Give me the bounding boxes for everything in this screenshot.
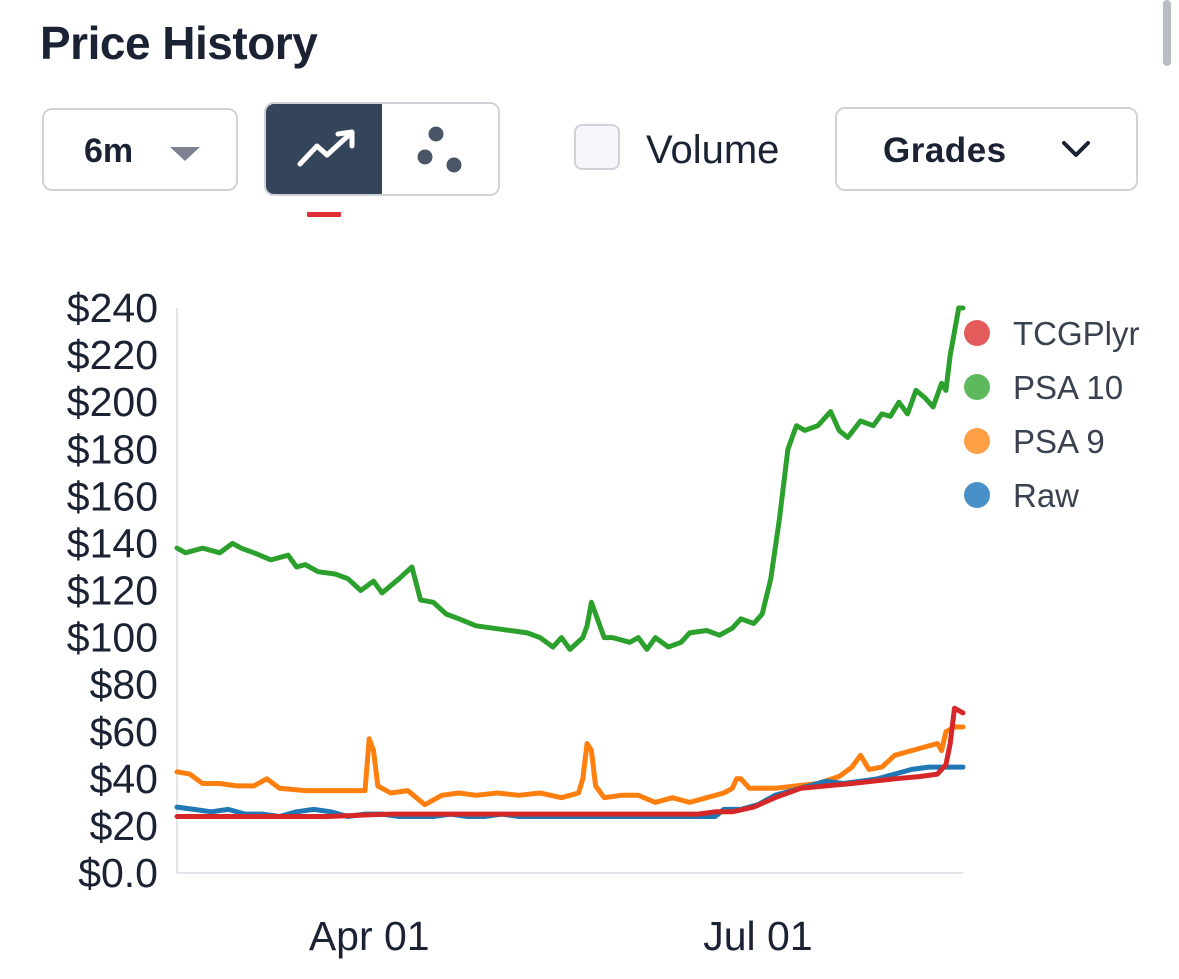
x-tick-label: Jul 01 bbox=[703, 913, 812, 959]
y-tick-label: $20 bbox=[90, 803, 158, 849]
y-tick-label: $60 bbox=[90, 709, 158, 755]
scatter-view-button[interactable] bbox=[382, 104, 498, 194]
y-tick-label: $200 bbox=[67, 379, 158, 425]
caret-down-icon bbox=[170, 147, 200, 161]
y-tick-label: $140 bbox=[67, 520, 158, 566]
active-view-indicator bbox=[307, 212, 341, 217]
grades-label: Grades bbox=[883, 131, 1007, 170]
y-tick-label: $40 bbox=[90, 756, 158, 802]
page-title: Price History bbox=[40, 17, 318, 69]
y-tick-label: $0.0 bbox=[78, 850, 158, 896]
y-tick-label: $240 bbox=[67, 285, 158, 331]
series-line-psa-9 bbox=[174, 724, 966, 808]
x-tick-label: Apr 01 bbox=[309, 913, 430, 959]
time-range-dropdown[interactable]: 6m bbox=[42, 108, 238, 191]
series-line-psa-10 bbox=[174, 305, 966, 652]
y-tick-label: $220 bbox=[67, 332, 158, 378]
page-scrollbar[interactable] bbox=[1163, 0, 1171, 66]
time-range-value: 6m bbox=[84, 132, 134, 170]
chevron-down-icon bbox=[1062, 141, 1090, 157]
y-tick-label: $160 bbox=[67, 473, 158, 519]
legend-label: PSA 10 bbox=[1013, 369, 1123, 406]
volume-label: Volume bbox=[646, 128, 780, 172]
chart-view-toggle bbox=[264, 102, 500, 196]
legend-label: PSA 9 bbox=[1013, 423, 1105, 460]
y-tick-label: $80 bbox=[90, 662, 158, 708]
y-tick-label: $120 bbox=[67, 568, 158, 614]
legend-marker bbox=[964, 428, 990, 454]
trending-up-icon bbox=[297, 129, 355, 167]
legend-marker bbox=[964, 482, 990, 508]
y-tick-label: $180 bbox=[67, 426, 158, 472]
y-tick-label: $100 bbox=[67, 615, 158, 661]
line-view-button[interactable] bbox=[266, 104, 382, 194]
series-line-tcgplyr bbox=[174, 705, 966, 819]
scatter-dots-icon bbox=[417, 126, 462, 173]
volume-checkbox[interactable] bbox=[574, 124, 620, 170]
legend-marker bbox=[964, 320, 990, 346]
grades-dropdown[interactable]: Grades bbox=[835, 107, 1138, 191]
legend-marker bbox=[964, 374, 990, 400]
legend-label: Raw bbox=[1013, 477, 1079, 514]
legend-label: TCGPlyr bbox=[1013, 315, 1140, 352]
